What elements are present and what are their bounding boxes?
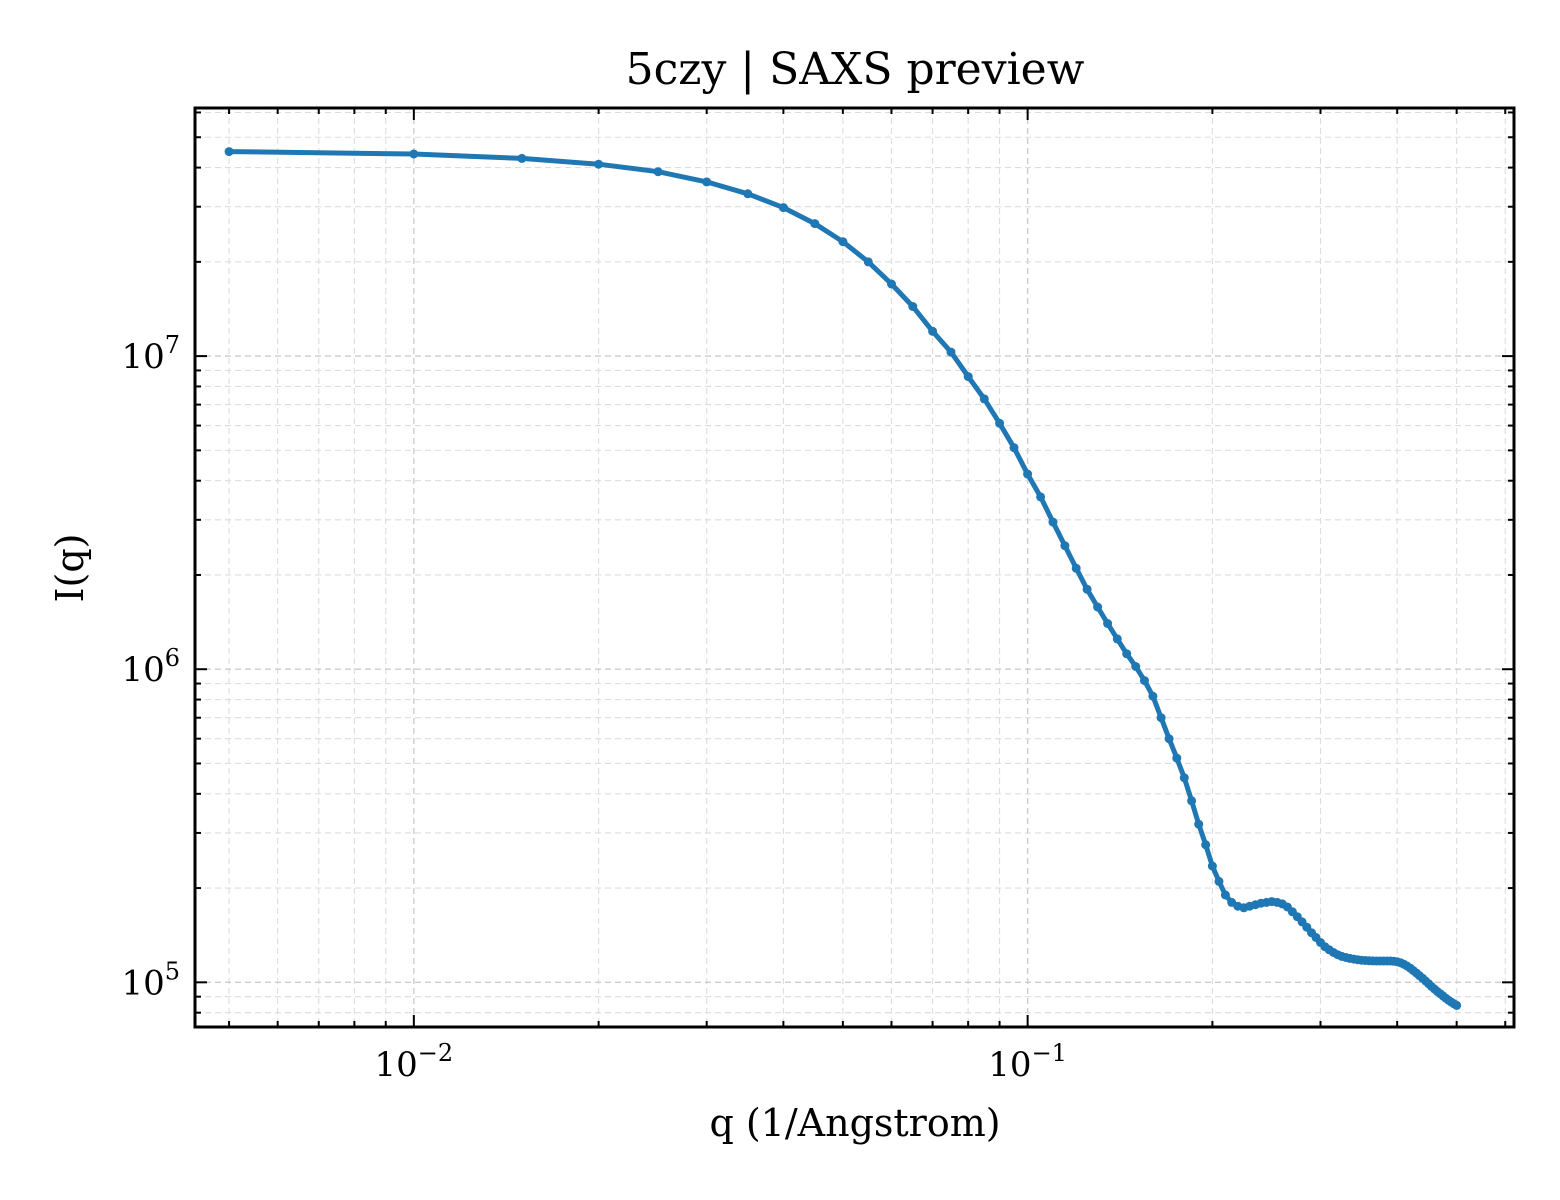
data-point [743,189,753,199]
data-point [863,257,873,267]
data-point [1164,734,1174,744]
data-point [1140,676,1149,686]
data-point [1201,840,1211,850]
data-point [1220,890,1230,900]
data-point [1156,713,1166,723]
y-tick-label: 107 [121,331,180,377]
x-axis-label: q (1/Angstrom) [709,1101,1000,1145]
data-point [908,302,918,311]
data-point [1071,563,1081,573]
data-point [653,167,663,177]
data-point [963,372,973,382]
data-point [1172,753,1182,763]
chart-title: 5czy | SAXS preview [626,44,1085,95]
data-point [887,279,896,289]
data-point [1112,634,1122,644]
plot-frame [193,106,1516,1029]
y-tick-label: 105 [121,957,180,1003]
data-point [224,147,234,157]
data-point [1187,796,1197,806]
data-point [1009,443,1019,453]
data-point [946,347,956,357]
data-point [1036,492,1046,502]
data-point [517,153,527,163]
grid [195,108,1514,1027]
data-point [1048,517,1058,527]
data-point [702,177,712,187]
data-point [1093,602,1103,612]
data-point [1148,691,1158,701]
data-point [1131,662,1141,671]
data-point [1103,619,1113,628]
data-point [1023,469,1033,479]
data-point [1179,773,1189,783]
data-point [1060,541,1070,551]
data-point [1214,876,1224,886]
y-axis-label: I(q) [48,534,92,603]
data-point [1194,819,1204,829]
data-point [979,394,989,404]
data-point [594,159,604,169]
data-point [1452,1000,1462,1010]
x-tick-labels: 10−2 10−1 [375,1039,1067,1085]
data-point [838,237,848,247]
data-point [928,326,938,336]
data-point [995,418,1005,428]
data-point [1207,861,1217,871]
data-point [1082,584,1092,594]
y-tick-labels: 105 106 107 [121,331,180,1003]
x-tick-label: 10−1 [988,1039,1067,1085]
data-point [810,219,820,229]
x-tick-label: 10−2 [375,1039,454,1085]
series-layer [224,147,1462,1010]
y-tick-label: 106 [121,644,180,690]
data-point [1122,649,1132,659]
data-point [778,203,788,213]
data-point [409,149,419,159]
